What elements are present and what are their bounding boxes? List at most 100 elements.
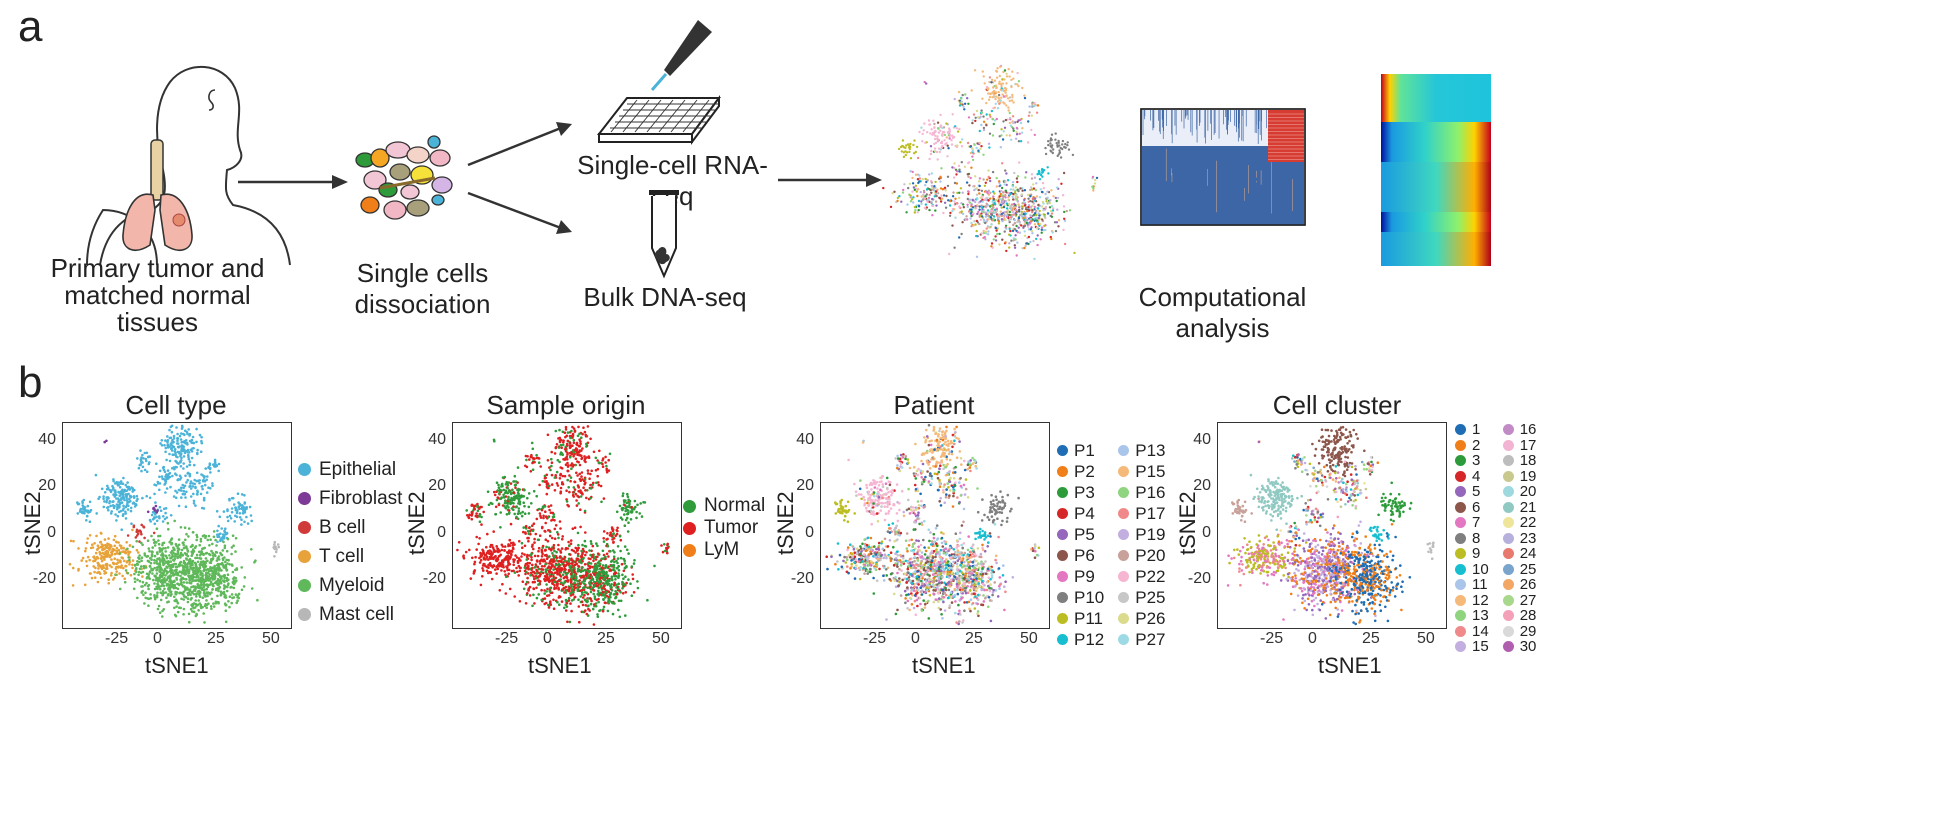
mini-scatter-point [909, 157, 913, 160]
mini-scatter-point [1040, 231, 1043, 234]
scatter-point [627, 521, 630, 524]
scatter-point [205, 603, 209, 606]
mini-scatter-point [905, 144, 908, 147]
mini-scatter-point [987, 218, 990, 221]
scatter-point [222, 510, 226, 513]
scatter-point [277, 545, 280, 549]
scatter-point [513, 571, 517, 574]
scatter-point [509, 482, 513, 485]
mini-scatter-point [1014, 211, 1017, 215]
scatter-point [612, 541, 615, 544]
mini-scatter-point [905, 151, 909, 154]
scatter-point [635, 516, 638, 520]
scatter-point [155, 515, 158, 519]
scatter-point [180, 597, 183, 601]
scatter-point [238, 516, 242, 519]
scatter-point [186, 443, 189, 446]
mini-scatter-point [1031, 211, 1034, 214]
scatter-point [581, 547, 585, 551]
scatter-point [576, 548, 579, 552]
mini-scatter-point [902, 188, 905, 192]
scatter-point [100, 532, 103, 535]
scatter-point [579, 442, 582, 446]
scatter-point [508, 587, 512, 591]
scatter-point [139, 458, 143, 461]
scatter-point [226, 537, 230, 541]
mini-scatter-point [987, 175, 990, 179]
scatter-point [103, 569, 106, 573]
scatter-point [201, 596, 205, 599]
mini-scatter-point [1005, 75, 1009, 78]
mini-scatter-point [984, 238, 987, 241]
scatter-point [139, 463, 143, 466]
scatter-point [565, 498, 568, 501]
mini-scatter-point [899, 145, 903, 149]
scatter-point [192, 441, 196, 445]
scatter-point [91, 546, 95, 549]
scatter-point [515, 496, 518, 500]
mini-scatter-point [1000, 128, 1003, 131]
scatter-point [512, 569, 515, 573]
scatter-point [494, 513, 497, 516]
scatter-point [523, 544, 527, 548]
mini-scatter-point [966, 197, 969, 201]
scatter-point [167, 528, 170, 531]
mini-scatter-point [1027, 193, 1030, 197]
mini-scatter-point [1034, 197, 1037, 200]
scatter-point [576, 494, 579, 498]
mini-scatter-point [1018, 208, 1021, 211]
scatter-point [181, 483, 185, 487]
mini-scatter-point [1022, 200, 1025, 204]
scatter-point [273, 540, 277, 544]
scatter-point [158, 534, 162, 538]
scatter-point [152, 578, 155, 582]
scatter-point [195, 427, 198, 431]
mini-scatter-point [996, 67, 999, 70]
scatter-point [201, 572, 204, 576]
scatter-point [135, 539, 138, 543]
scatter-point [580, 471, 584, 474]
scatter-point [169, 582, 172, 586]
scatter-point [562, 576, 566, 580]
mini-scatter-point [925, 193, 928, 196]
scatter-point [553, 565, 556, 569]
scatter-point [250, 587, 254, 590]
mini-scatter-point [1055, 141, 1058, 145]
scatter-point [585, 456, 588, 459]
mini-scatter-point [1008, 227, 1011, 231]
scatter-point [182, 462, 185, 465]
mini-scatter-point [1027, 235, 1031, 239]
scatter-point [544, 570, 548, 574]
mini-scatter-point [926, 200, 929, 203]
mini-scatter-point [967, 210, 971, 213]
mini-scatter-point [916, 156, 920, 160]
mini-scatter-point [967, 199, 971, 202]
scatter-point [106, 506, 109, 510]
mini-scatter-point [990, 242, 994, 245]
mini-scatter-point [971, 155, 974, 158]
scatter-point [536, 565, 540, 569]
mini-scatter-point [1056, 196, 1060, 200]
mini-scatter-point [1035, 219, 1039, 222]
mini-scatter-point [1031, 209, 1034, 212]
scatter-point [578, 589, 582, 592]
scatter-point [152, 538, 155, 542]
scatter-point [185, 545, 188, 548]
scatter-point [494, 505, 498, 509]
mini-scatter-point [914, 184, 918, 187]
scatter-point [143, 553, 147, 557]
scatter-point [523, 566, 527, 569]
scatter-point [226, 509, 229, 513]
mini-scatter-point [986, 214, 989, 218]
mini-scatter-point [1008, 242, 1011, 245]
scatter-point [506, 557, 509, 561]
mini-scatter-point [948, 214, 952, 217]
scatter-point [176, 601, 180, 605]
scatter-point [564, 447, 568, 450]
scatter-point [578, 463, 582, 467]
scatter-point [188, 439, 192, 443]
scatter-point [198, 569, 201, 573]
mini-scatter-point [1030, 105, 1033, 108]
mini-scatter-point [929, 132, 932, 135]
scatter-point [180, 579, 183, 582]
